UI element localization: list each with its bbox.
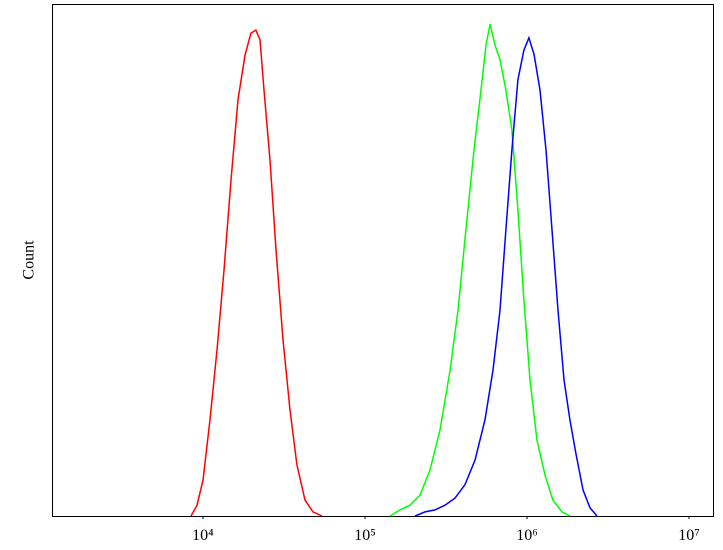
x-tick-label: 10⁶ (516, 527, 538, 544)
histogram-line (190, 29, 323, 517)
plot-frame (52, 4, 714, 517)
y-axis-label: Count (21, 240, 38, 280)
histogram-line (414, 35, 598, 517)
histogram-line (389, 23, 571, 517)
x-tick-label: 10⁷ (678, 527, 700, 544)
x-tick-label: 10⁴ (192, 527, 214, 544)
x-tick-label: 10⁵ (354, 527, 376, 544)
